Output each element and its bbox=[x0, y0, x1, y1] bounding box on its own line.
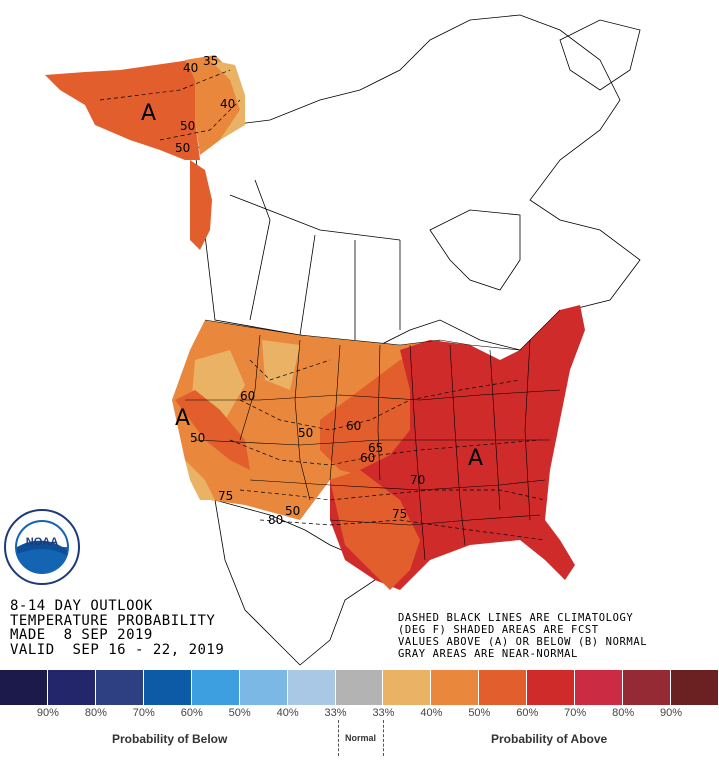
alaska-shade-50 bbox=[185, 55, 240, 155]
conus-region: A A bbox=[172, 305, 585, 590]
note-line-3: VALUES ABOVE (A) OR BELOW (B) NORMAL bbox=[398, 636, 648, 648]
canada-outline bbox=[194, 14, 641, 351]
noaa-logo-text: NOAA bbox=[26, 536, 58, 548]
state-borders bbox=[185, 309, 561, 561]
panhandle bbox=[190, 160, 212, 250]
title-line-4: VALID SEP 16 - 22, 2019 bbox=[10, 641, 225, 658]
climatology-contours bbox=[99, 69, 546, 541]
legend-swatch bbox=[575, 670, 624, 705]
contour-label: 50 bbox=[175, 141, 190, 155]
note-line-2: (DEG F) SHADED AREAS ARE FCST bbox=[398, 624, 599, 636]
legend-swatch bbox=[143, 670, 192, 705]
normal-title: Normal bbox=[345, 733, 377, 743]
note-line-1: DASHED BLACK LINES ARE CLIMATOLOGY bbox=[398, 612, 634, 624]
legend-percent-label: 50% bbox=[468, 707, 491, 719]
contour-label: 75 bbox=[392, 507, 407, 521]
note-line-4: GRAY AREAS ARE NEAR-NORMAL bbox=[398, 648, 578, 660]
legend-percent-label: 80% bbox=[612, 707, 635, 719]
contour-label: 60 bbox=[360, 451, 375, 465]
legend-percent-label: 60% bbox=[516, 707, 539, 719]
legend-swatch bbox=[431, 670, 480, 705]
legend-swatch bbox=[479, 670, 528, 705]
contour-label: 50 bbox=[190, 431, 205, 445]
title-line-2: TEMPERATURE PROBABILITY bbox=[10, 612, 216, 629]
province-line-2 bbox=[299, 234, 316, 336]
contour-label: 40 bbox=[183, 61, 198, 75]
conus-shade-60-west bbox=[175, 390, 250, 470]
legend-percent-label: 40% bbox=[420, 707, 443, 719]
legend-percent-label: 33% bbox=[324, 707, 347, 719]
contour-label: 75 bbox=[218, 489, 233, 503]
west-above-label: A bbox=[175, 406, 190, 431]
contour-label: 65 bbox=[368, 441, 383, 455]
greenland bbox=[559, 19, 641, 91]
normal-divider-right bbox=[383, 720, 384, 756]
legend-percent-label: 90% bbox=[660, 707, 683, 719]
legend-percent-label: 40% bbox=[276, 707, 299, 719]
conus-shade-40-sw bbox=[185, 460, 215, 500]
legend-swatch bbox=[191, 670, 240, 705]
hudson-bay bbox=[429, 209, 521, 291]
legend-percent-label: 50% bbox=[228, 707, 251, 719]
legend-swatch bbox=[287, 670, 336, 705]
legend-swatch bbox=[239, 670, 288, 705]
gulf-shade bbox=[330, 470, 420, 590]
legend-percent-label: 70% bbox=[132, 707, 155, 719]
legend-percent-label: 90% bbox=[36, 707, 59, 719]
legend-swatch bbox=[671, 670, 719, 705]
noaa-logo: NOAA bbox=[4, 509, 80, 585]
mexico-outline bbox=[214, 499, 376, 666]
normal-divider-left bbox=[338, 720, 339, 756]
contour-label: 60 bbox=[346, 419, 361, 433]
title-line-1: 8-14 DAY OUTLOOK bbox=[10, 598, 153, 614]
contour-label: 60 bbox=[240, 389, 255, 403]
alaska-shade-40 bbox=[210, 60, 245, 140]
contour-label: 40 bbox=[220, 97, 235, 111]
title-line-3: MADE 8 SEP 2019 bbox=[10, 627, 153, 643]
contour-label-group: 35 40 50 50 40 60 50 60 65 60 70 75 50 7… bbox=[175, 54, 425, 527]
legend-swatch bbox=[383, 670, 432, 705]
legend-percent-label: 60% bbox=[180, 707, 203, 719]
contour-label: 80 bbox=[268, 513, 283, 527]
base-map bbox=[194, 14, 641, 666]
legend-swatch bbox=[47, 670, 96, 705]
legend-percent-label: 33% bbox=[372, 707, 395, 719]
province-line-1 bbox=[249, 179, 271, 321]
alaska-above-label: A bbox=[141, 101, 156, 126]
legend-swatch bbox=[623, 670, 672, 705]
below-title: Probability of Below bbox=[112, 732, 228, 746]
probability-legend bbox=[0, 670, 719, 706]
contour-label: 50 bbox=[298, 426, 313, 440]
conus-shade-40-mid bbox=[262, 340, 300, 390]
above-title: Probability of Above bbox=[491, 732, 608, 746]
contour-label: 50 bbox=[285, 504, 300, 518]
legend-swatch bbox=[335, 670, 384, 705]
alaska-region: A bbox=[45, 55, 245, 250]
legend-percent-label: 70% bbox=[564, 707, 587, 719]
legend-swatch bbox=[95, 670, 144, 705]
east-above-label: A bbox=[468, 446, 483, 471]
legend-swatch bbox=[527, 670, 576, 705]
alaska-shade-60 bbox=[45, 60, 200, 160]
contour-label: 35 bbox=[203, 54, 218, 68]
territory-line bbox=[229, 194, 401, 241]
notes-block: DASHED BLACK LINES ARE CLIMATOLOGY (DEG … bbox=[398, 612, 647, 660]
title-block: 8-14 DAY OUTLOOK TEMPERATURE PROBABILITY… bbox=[10, 599, 224, 657]
contour-label: 70 bbox=[410, 473, 425, 487]
contour-label: 50 bbox=[180, 119, 195, 133]
legend-percent-label: 80% bbox=[84, 707, 107, 719]
legend-swatch bbox=[0, 670, 48, 705]
